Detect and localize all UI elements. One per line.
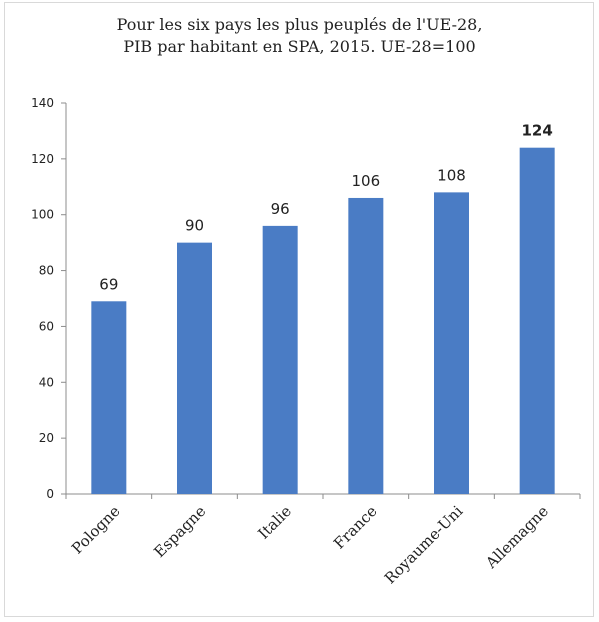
category-label: France <box>330 502 381 553</box>
y-tick-label: 100 <box>31 208 54 222</box>
y-tick-label: 60 <box>39 319 54 333</box>
bar-royaume-uni <box>434 192 469 494</box>
category-label: Italie <box>254 502 295 543</box>
y-tick-label: 0 <box>46 487 54 501</box>
bar-allemagne <box>520 148 555 494</box>
data-label: 108 <box>437 166 466 184</box>
category-label: Royaume-Uni <box>381 502 466 587</box>
data-label: 90 <box>185 217 204 235</box>
bar-france <box>348 198 383 494</box>
data-label: 106 <box>352 172 381 190</box>
bar-espagne <box>177 243 212 494</box>
bar-pologne <box>91 301 126 494</box>
y-tick-label: 40 <box>39 375 54 389</box>
data-label: 124 <box>522 122 553 140</box>
data-label: 96 <box>271 200 290 218</box>
y-tick-label: 120 <box>31 152 54 166</box>
bar-italie <box>263 226 298 494</box>
y-tick-label: 20 <box>39 431 54 445</box>
category-label: Allemagne <box>482 502 553 573</box>
data-label: 69 <box>99 275 118 293</box>
category-label: Espagne <box>150 502 209 561</box>
category-label: Pologne <box>68 502 124 558</box>
y-tick-label: 80 <box>39 264 54 278</box>
y-tick-label: 140 <box>31 96 54 110</box>
